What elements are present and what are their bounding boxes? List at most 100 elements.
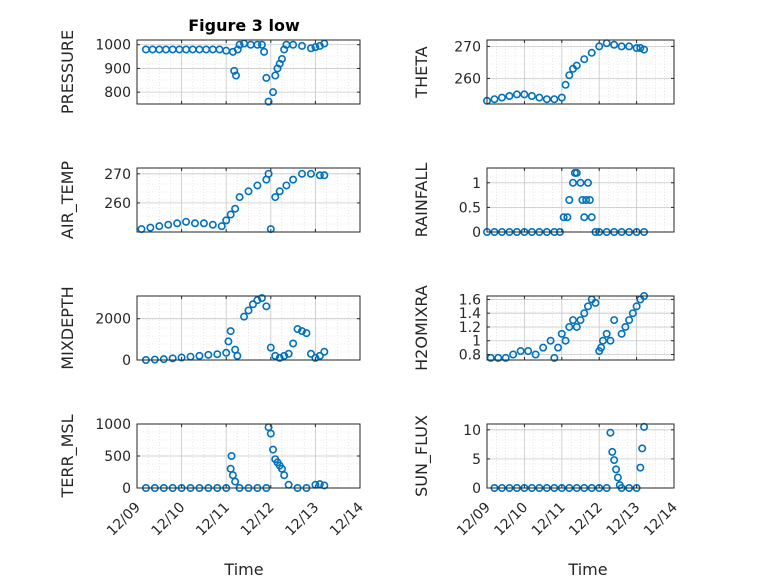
data-point <box>561 336 570 345</box>
data-point <box>182 217 191 226</box>
data-point <box>231 477 240 486</box>
data-point <box>486 353 495 362</box>
data-point <box>257 40 266 49</box>
y-tick-label: 800 <box>104 85 131 101</box>
data-point <box>269 88 278 97</box>
data-point <box>298 169 307 178</box>
data-point <box>177 353 186 362</box>
data-point <box>617 42 626 51</box>
data-point <box>227 451 236 460</box>
data-point <box>306 349 315 358</box>
data-point <box>572 61 581 70</box>
data-point <box>271 71 280 80</box>
y-tick-label: 270 <box>104 167 131 183</box>
data-point <box>164 220 173 229</box>
data-point <box>587 213 596 222</box>
data-point <box>557 329 566 338</box>
data-point <box>199 219 208 228</box>
data-point <box>563 213 572 222</box>
minor-grid <box>136 40 361 104</box>
data-point <box>497 93 506 102</box>
y-axis-label: THETA <box>412 46 431 98</box>
data-point <box>253 181 262 190</box>
data-point <box>289 40 298 49</box>
data-point <box>226 210 235 219</box>
x-tick-label: 12/14 <box>327 499 367 539</box>
data-point <box>231 204 240 213</box>
data-point <box>509 350 518 359</box>
x-tick-label: 12/09 <box>104 500 144 540</box>
x-axis-label-right: Time <box>567 560 607 579</box>
data-point <box>257 294 266 303</box>
data-point <box>224 337 233 346</box>
y-tick-label: 0.8 <box>459 347 481 363</box>
subplot-7: 0 500 1000 12/09 12/10 12/11 12/12 12/13 12/14 TE… <box>58 414 367 539</box>
data-point <box>280 351 289 360</box>
y-axis-label: H2OMIXRA <box>412 285 431 371</box>
y-axis-label: AIR_TEMP <box>58 161 78 239</box>
data-point <box>217 222 226 231</box>
y-tick-label: 0 <box>472 225 481 241</box>
data-point <box>598 336 607 345</box>
data-point <box>638 444 647 453</box>
data-point <box>289 175 298 184</box>
data-point <box>505 92 514 101</box>
y-tick-label: 0.5 <box>459 200 481 216</box>
minor-grid <box>136 296 361 360</box>
axes-box <box>486 167 675 233</box>
y-axis-label: SUN_FLUX <box>412 415 432 497</box>
x-tick-label: 12/10 <box>149 500 189 540</box>
data-point <box>597 343 606 352</box>
data-point <box>320 347 329 356</box>
y-tick-label: 1.6 <box>459 292 481 308</box>
y-axis-label: PRESSURE <box>58 30 77 114</box>
data-series <box>141 39 329 106</box>
y-tick-label: 1000 <box>95 417 131 433</box>
y-tick-label: 1.4 <box>459 306 481 322</box>
data-point <box>168 354 177 363</box>
data-point <box>578 196 587 205</box>
data-point <box>583 178 592 187</box>
y-tick-label: 2000 <box>95 312 131 328</box>
data-point <box>576 316 585 325</box>
data-point <box>204 350 213 359</box>
data-point <box>580 55 589 64</box>
data-point <box>306 44 315 53</box>
x-tick-label: 12/09 <box>454 500 494 540</box>
data-point <box>490 95 499 104</box>
y-tick-label: 0 <box>472 481 481 497</box>
data-point <box>580 213 589 222</box>
y-tick-label: 260 <box>104 196 131 212</box>
data-point <box>275 187 284 196</box>
y-tick-label: 10 <box>463 423 481 439</box>
data-point <box>293 325 302 334</box>
data-point <box>608 447 617 456</box>
data-point <box>320 481 329 490</box>
data-point <box>606 428 615 437</box>
data-point <box>621 322 630 331</box>
data-point <box>266 429 275 438</box>
y-axis-label: TERR_MSL <box>58 414 78 498</box>
data-point <box>617 329 626 338</box>
data-point <box>260 47 269 56</box>
data-point <box>240 312 249 321</box>
y-tick-label: 1000 <box>95 38 131 54</box>
data-point <box>612 465 621 474</box>
x-tick-label: 12/13 <box>282 500 322 540</box>
data-point <box>524 347 533 356</box>
data-point <box>264 97 273 106</box>
data-point <box>610 456 619 465</box>
data-point <box>632 302 641 311</box>
data-point <box>264 169 273 178</box>
y-tick-label: 1 <box>472 334 481 350</box>
y-tick-label: 0 <box>122 481 131 497</box>
data-point <box>315 171 324 180</box>
axes-box <box>486 39 675 105</box>
y-tick-label: 260 <box>454 71 481 87</box>
data-point <box>595 42 604 51</box>
data-point <box>226 327 235 336</box>
subplot-4: 0 0.5 1 RAINFALL <box>412 163 675 241</box>
data-point <box>550 353 559 362</box>
data-point <box>625 316 634 325</box>
